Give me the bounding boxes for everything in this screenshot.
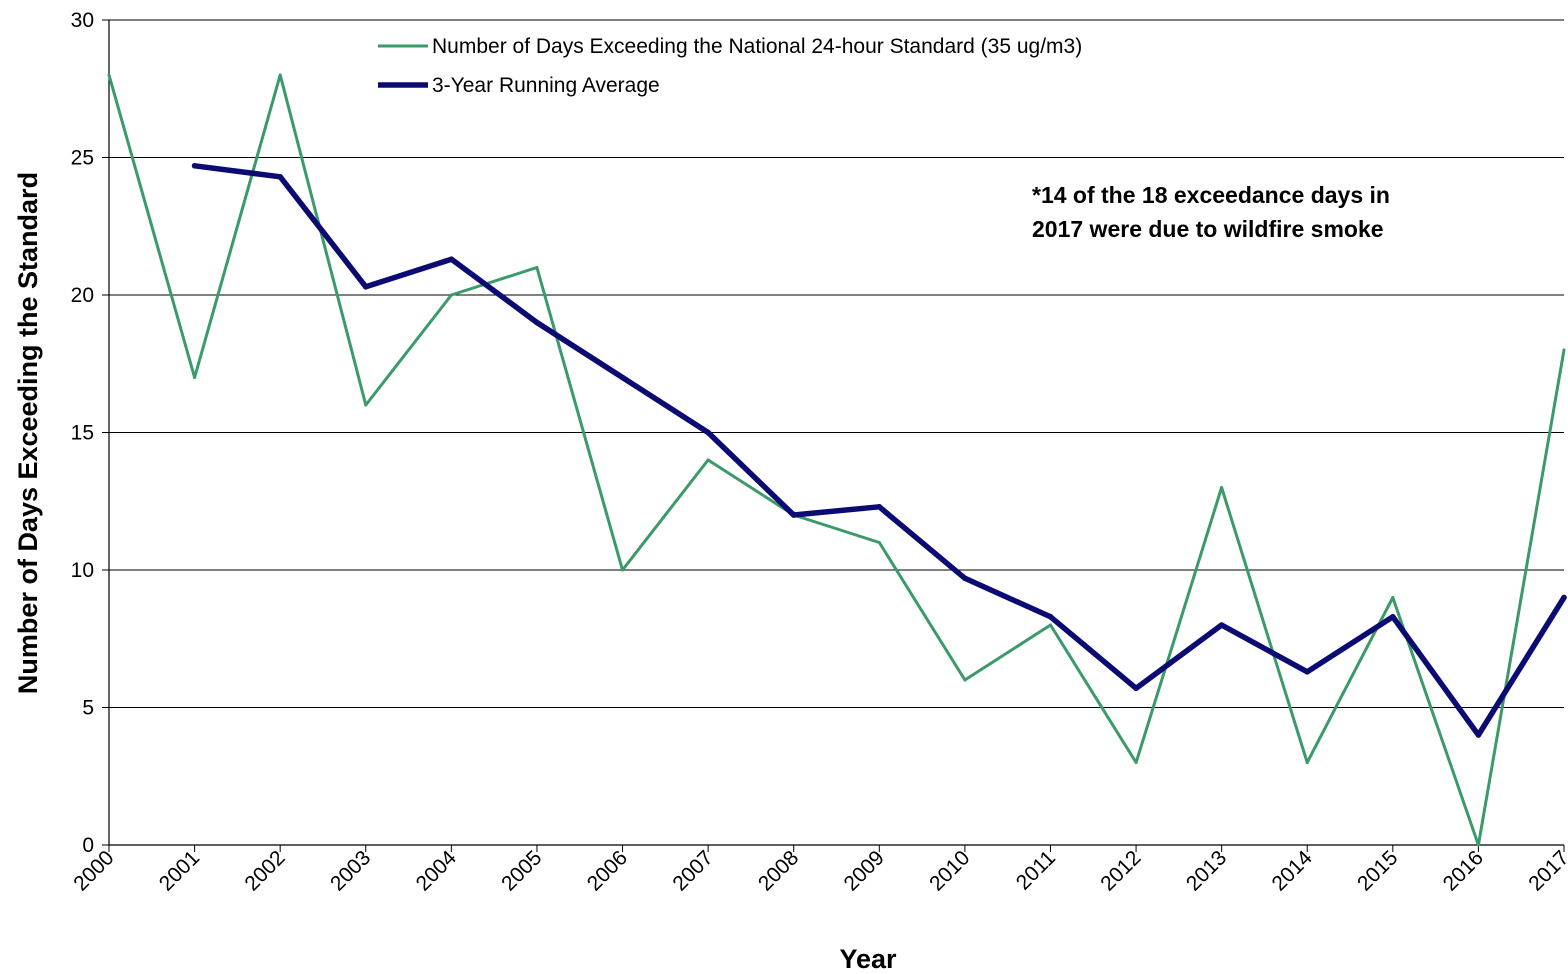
data-point-s0-2016	[1476, 843, 1480, 847]
x-tick-label-2012: 2012	[1096, 846, 1145, 895]
y-tick-label-5: 5	[82, 697, 94, 720]
x-tick-label-2017: 2017	[1524, 846, 1568, 895]
data-point-s1-2007	[705, 429, 711, 436]
data-point-s1-2010	[962, 575, 968, 581]
data-point-s1-2001	[191, 163, 198, 169]
x-tick-label-2007: 2007	[668, 846, 717, 895]
x-tick-label-2006: 2006	[583, 846, 632, 895]
y-axis-title: Number of Days Exceeding the Standard	[13, 172, 43, 694]
x-tick-label-2009: 2009	[840, 846, 889, 895]
x-tick-label-2011: 2011	[1012, 846, 1060, 894]
data-point-s0-2015	[1391, 596, 1395, 599]
data-point-s1-2009	[876, 504, 883, 510]
gridlines	[109, 19, 1564, 708]
y-tick-label-15: 15	[71, 422, 94, 445]
y-tick-label-25: 25	[71, 147, 94, 170]
data-point-s1-2012	[1133, 685, 1139, 691]
data-point-s0-2010	[963, 678, 967, 682]
data-point-s1-2002	[277, 174, 283, 180]
series-line-1	[191, 163, 1567, 738]
data-point-s0-2013	[1220, 486, 1224, 489]
data-point-s0-2005	[535, 266, 539, 269]
y-tick-label-30: 30	[71, 9, 94, 32]
x-tick-label-2004: 2004	[412, 846, 462, 896]
data-point-s0-2000	[107, 73, 111, 77]
data-point-s0-2011	[1048, 623, 1052, 627]
x-tick-label-2003: 2003	[326, 846, 375, 895]
series-lines	[107, 73, 1567, 847]
annotation-line-1: *14 of the 18 exceedance days in	[1032, 182, 1390, 208]
data-point-s0-2009	[877, 541, 881, 544]
data-point-s1-2003	[363, 284, 369, 290]
annotation-line-2: 2017 were due to wildfire smoke	[1032, 216, 1384, 242]
x-tick-label-2002: 2002	[240, 846, 289, 895]
y-tick-label-10: 10	[71, 559, 94, 582]
annotation: *14 of the 18 exceedance days in 2017 we…	[1032, 182, 1390, 242]
data-point-s0-2001	[193, 376, 197, 379]
x-tick-label-2008: 2008	[754, 846, 803, 895]
x-tick-label-2014: 2014	[1267, 846, 1317, 896]
data-point-s1-2014	[1304, 669, 1310, 675]
data-point-s0-2003	[364, 403, 368, 407]
data-point-s1-2016	[1475, 732, 1482, 738]
data-point-s1-2006	[619, 374, 626, 381]
legend: Number of Days Exceeding the National 24…	[378, 35, 1082, 97]
data-point-s0-2004	[449, 293, 453, 297]
data-point-s1-2015	[1390, 614, 1396, 620]
data-point-s1-2011	[1047, 614, 1054, 620]
data-point-s0-2006	[621, 568, 625, 572]
y-tick-label-0: 0	[82, 834, 94, 857]
legend-label-running-average: 3-Year Running Average	[432, 74, 660, 97]
data-point-s0-2007	[706, 458, 710, 462]
data-point-s1-2004	[448, 256, 455, 262]
data-point-s0-2012	[1134, 761, 1138, 764]
x-tick-label-2015: 2015	[1353, 846, 1402, 895]
data-point-s1-2013	[1218, 622, 1225, 628]
data-point-s1-2017	[1561, 594, 1567, 601]
x-tick-label-2013: 2013	[1182, 846, 1231, 895]
x-tick-label-2001: 2001	[155, 846, 204, 895]
series-line-0	[107, 73, 1566, 847]
data-point-s1-2005	[534, 319, 540, 326]
data-point-s1-2008	[790, 512, 797, 518]
y-tick-label-20: 20	[71, 284, 94, 307]
x-axis-ticks: 2000 2001 2002 2003 2004 2005 2006 2007 2008 2009…	[69, 845, 1568, 896]
x-tick-label-2000: 2000	[69, 846, 118, 895]
data-point-s0-2002	[278, 73, 282, 77]
x-tick-label-2005: 2005	[497, 846, 546, 895]
x-axis-title: Year	[839, 944, 897, 974]
legend-label-exceedance-days: Number of Days Exceeding the National 24…	[432, 35, 1082, 58]
data-point-s0-2014	[1305, 761, 1309, 764]
y-axis-ticks: 0 5 10 15 20 25 30	[71, 9, 109, 857]
x-tick-label-2010: 2010	[925, 846, 974, 895]
data-point-s0-2017	[1562, 348, 1566, 352]
x-tick-label-2016: 2016	[1439, 846, 1488, 895]
